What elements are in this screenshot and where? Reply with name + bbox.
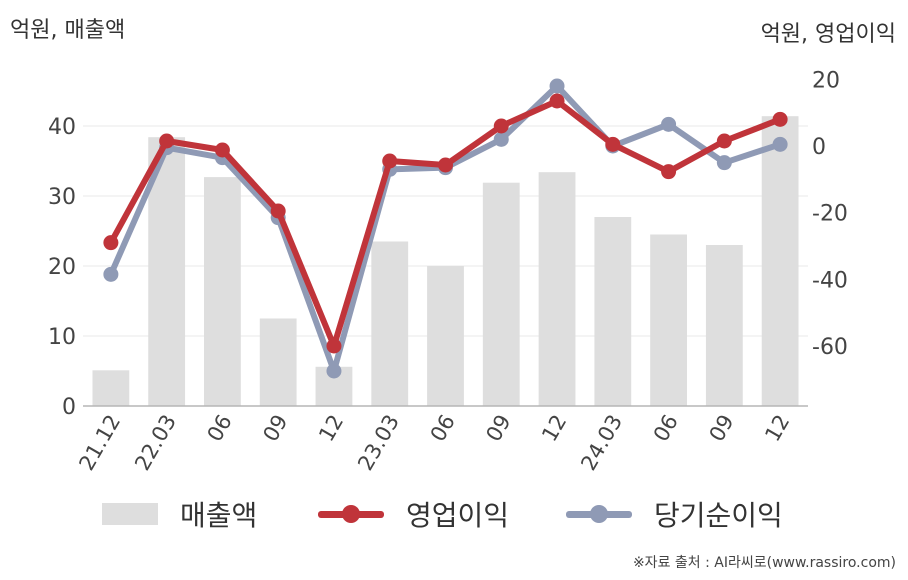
legend-item-net-income: 당기순이익 xyxy=(566,492,783,536)
right-axis-unit-label: 억원, 영업이익 xyxy=(760,22,896,47)
x-tick-label: 09 xyxy=(705,411,739,446)
point-net-income-7 xyxy=(493,131,509,147)
bar-revenue-11 xyxy=(705,245,743,406)
right-axis-ticks: -60 -40 -20 0 20 xyxy=(812,68,848,360)
bar-revenue-5 xyxy=(371,241,409,406)
bar-revenue-3 xyxy=(259,318,297,406)
legend-swatch-net-income xyxy=(566,503,632,525)
point-net-income-12 xyxy=(772,136,788,152)
right-tick-label: 0 xyxy=(812,135,826,160)
legend-label-operating-profit: 영업이익 xyxy=(406,499,510,532)
bar-revenue-7 xyxy=(482,182,520,406)
bar-revenue-6 xyxy=(427,266,464,406)
bar-revenue-9 xyxy=(594,217,632,406)
point-operating-profit-9 xyxy=(605,136,621,152)
chart-legend: 매출액 영업이익 당기순이익 xyxy=(0,492,908,536)
legend-label-revenue: 매출액 xyxy=(180,499,258,532)
x-tick-label: 23.03 xyxy=(353,411,404,475)
left-axis-ticks: 0 10 20 30 40 xyxy=(48,115,76,420)
x-tick-label: 12 xyxy=(314,411,348,446)
left-tick-label: 0 xyxy=(62,395,76,420)
bar-revenue-12 xyxy=(761,116,799,406)
x-tick-label: 12 xyxy=(537,411,571,446)
x-tick-label: 09 xyxy=(481,411,515,446)
right-tick-label: -40 xyxy=(812,268,848,293)
left-tick-label: 20 xyxy=(48,255,76,280)
bar-revenue-0 xyxy=(92,370,130,406)
right-tick-label: -20 xyxy=(812,202,848,227)
point-net-income-0 xyxy=(103,266,119,282)
bar-revenue-2 xyxy=(204,177,241,406)
left-tick-label: 30 xyxy=(48,185,76,210)
point-operating-profit-3 xyxy=(270,203,286,219)
point-net-income-10 xyxy=(661,116,677,132)
x-tick-label: 09 xyxy=(258,411,292,446)
bar-revenue-10 xyxy=(650,234,687,406)
legend-swatch-operating-profit xyxy=(318,503,384,525)
x-tick-label: 22.03 xyxy=(130,411,181,475)
point-operating-profit-11 xyxy=(716,133,732,149)
point-operating-profit-8 xyxy=(549,93,565,109)
point-operating-profit-0 xyxy=(103,235,119,251)
left-tick-label: 40 xyxy=(48,115,76,140)
line-series xyxy=(103,78,788,379)
revenue-bars xyxy=(92,116,799,406)
point-net-income-4 xyxy=(326,363,342,379)
left-tick-label: 10 xyxy=(48,325,76,350)
point-operating-profit-4 xyxy=(326,338,342,354)
x-tick-label: 24.03 xyxy=(576,411,627,475)
point-operating-profit-7 xyxy=(493,118,509,134)
point-operating-profit-2 xyxy=(214,142,230,158)
right-tick-label: 20 xyxy=(812,68,840,93)
left-axis-unit-label: 억원, 매출액 xyxy=(10,18,126,43)
point-net-income-8 xyxy=(549,78,565,94)
legend-label-net-income: 당기순이익 xyxy=(654,499,783,532)
bar-revenue-8 xyxy=(538,172,576,406)
x-tick-label: 21.12 xyxy=(74,411,125,475)
x-tick-label: 06 xyxy=(426,411,460,446)
legend-item-revenue: 매출액 xyxy=(102,492,257,536)
x-tick-label: 12 xyxy=(760,411,794,446)
legend-swatch-revenue xyxy=(102,503,158,525)
x-tick-label: 06 xyxy=(649,411,683,446)
point-operating-profit-6 xyxy=(438,157,453,173)
right-tick-label: -60 xyxy=(812,335,848,360)
point-operating-profit-12 xyxy=(772,111,788,127)
point-operating-profit-5 xyxy=(382,153,398,169)
point-operating-profit-1 xyxy=(159,133,175,149)
point-net-income-11 xyxy=(716,155,732,171)
legend-item-operating-profit: 영업이익 xyxy=(318,492,509,536)
x-axis-ticks: 21.12 22.03 06 09 12 23.03 06 09 12 24.03 06 09 12 xyxy=(74,411,794,475)
x-tick-label: 06 xyxy=(203,411,237,446)
point-operating-profit-10 xyxy=(661,164,677,180)
source-credit: ※자료 출처 : AI라씨로(www.rassiro.com) xyxy=(632,555,896,571)
